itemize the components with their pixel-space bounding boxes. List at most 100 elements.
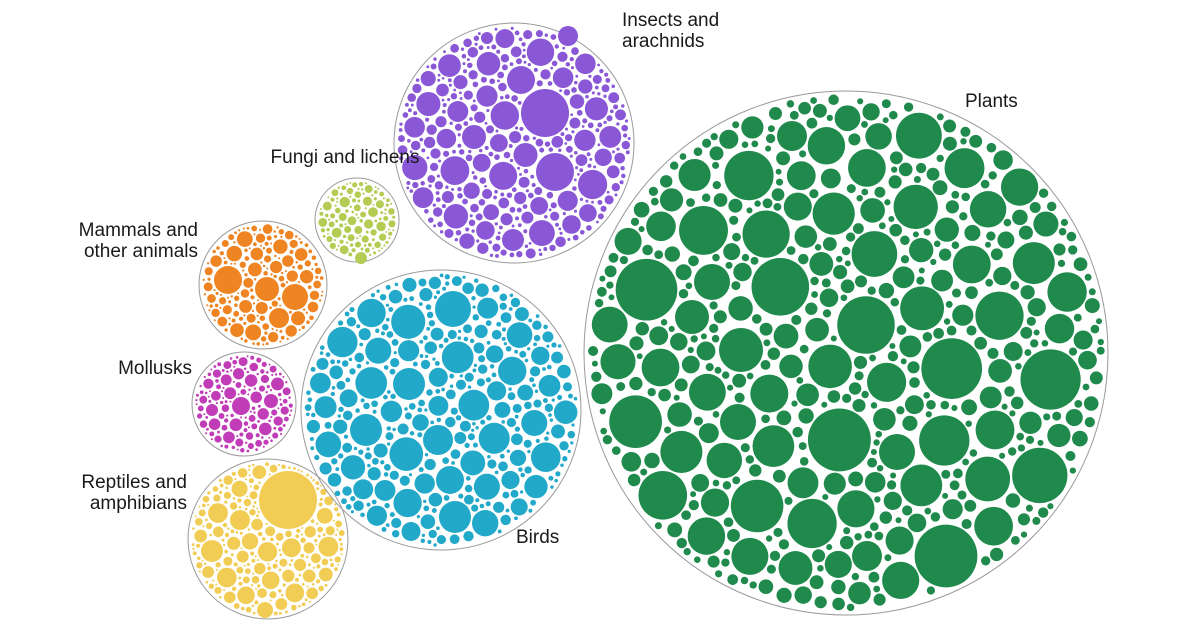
mammals-bubble [301,325,306,330]
reptiles-bubble [252,465,267,480]
mollusks-bubble [284,416,289,422]
plants-bubble [907,361,920,374]
insects-bubble [457,143,462,148]
plants-bubble [960,126,971,137]
plants-bubble [900,358,907,365]
plants-bubble [700,488,730,517]
insects-bubble [521,89,569,137]
birds-bubble [551,398,555,402]
plants-bubble [993,150,1013,170]
plants-bubble [1015,362,1022,370]
mollusks-bubble [250,391,262,404]
birds-bubble [509,449,527,467]
mammals-bubble [256,342,260,346]
mammals-bubble [278,228,285,235]
mammals-bubble [297,264,303,270]
insects-bubble [528,241,532,245]
birds-bubble [359,342,364,347]
mammals-bubble [275,329,278,332]
insects-bubble [399,156,404,161]
plants-bubble [1096,346,1105,355]
fungi-bubble [384,212,387,215]
plants-bubble [727,528,740,542]
reptiles-bubble [213,494,221,502]
reptiles-bubble [202,566,215,579]
plants-bubble [778,539,790,550]
insects-bubble [433,224,437,228]
mollusks-bubble [235,356,239,359]
insects-bubble [522,48,526,52]
insects-bubble [608,92,620,104]
insects-bubble [482,188,493,199]
birds-bubble [424,453,429,457]
plants-bubble [979,386,1002,409]
reptiles-bubble [280,594,284,597]
mammals-bubble [289,249,294,254]
insects-bubble [536,153,574,191]
insects-bubble [578,79,593,94]
insects-bubble [430,63,437,70]
reptiles-bubble [336,512,341,517]
plants-bubble [630,217,640,226]
insects-bubble [582,118,588,124]
plants-bubble [724,150,774,201]
reptiles-bubble [223,556,233,566]
mollusks-bubble [274,373,278,376]
plants-bubble [1068,347,1078,356]
birds-bubble [436,526,440,531]
insects-bubble [432,203,436,207]
plants-bubble [889,110,898,120]
reptiles-bubble [312,478,315,482]
insects-bubble [489,161,518,190]
birds-bubble [364,452,372,460]
plants-bubble [775,178,784,186]
reptiles-bubble [321,558,329,566]
reptiles-bubble [231,471,236,476]
birds-bubble [458,389,490,421]
fungi-bubble [328,221,335,228]
insects-bubble [599,125,622,148]
plants-bubble [942,499,963,520]
plants-bubble [1000,168,1039,206]
fungi-bubble [388,220,396,228]
plants-bubble [969,191,1007,228]
mammals-bubble [282,284,308,310]
insects-bubble [415,78,420,82]
plants-bubble [1005,493,1021,508]
insects-bubble [572,186,577,191]
insects-bubble [525,248,536,259]
birds-bubble [337,320,344,326]
reptiles-bubble [246,495,249,498]
plants-bubble [919,415,970,466]
plants-bubble [629,336,644,351]
insects-bubble [472,175,478,180]
birds-bubble [511,433,523,446]
plants-bubble [693,416,703,426]
birds-bubble [408,473,413,477]
plants-bubble [846,184,856,194]
birds-label: Birds [516,527,559,548]
birds-bubble [418,467,424,473]
fungi-bubble [346,187,354,195]
birds-bubble [336,380,346,390]
plants-bubble [989,547,1004,562]
fungi-bubble [351,210,355,214]
birds-bubble [402,277,417,292]
reptiles-bubble [196,562,203,569]
insects-bubble [435,191,440,195]
birds-bubble [428,529,437,539]
birds-bubble [397,423,409,435]
plants-bubble [895,517,902,524]
plants-bubble [814,596,827,609]
plants-bubble [751,258,810,316]
plants-bubble [980,179,990,189]
birds-bubble [331,458,338,465]
reptiles-bubble [191,543,195,547]
reptiles-bubble [249,491,258,500]
birds-bubble [329,365,343,380]
fungi-bubble [383,244,386,247]
plants-bubble [776,587,792,603]
plants-bubble [848,149,886,187]
reptiles-bubble [230,510,250,530]
plants-bubble [884,554,892,562]
